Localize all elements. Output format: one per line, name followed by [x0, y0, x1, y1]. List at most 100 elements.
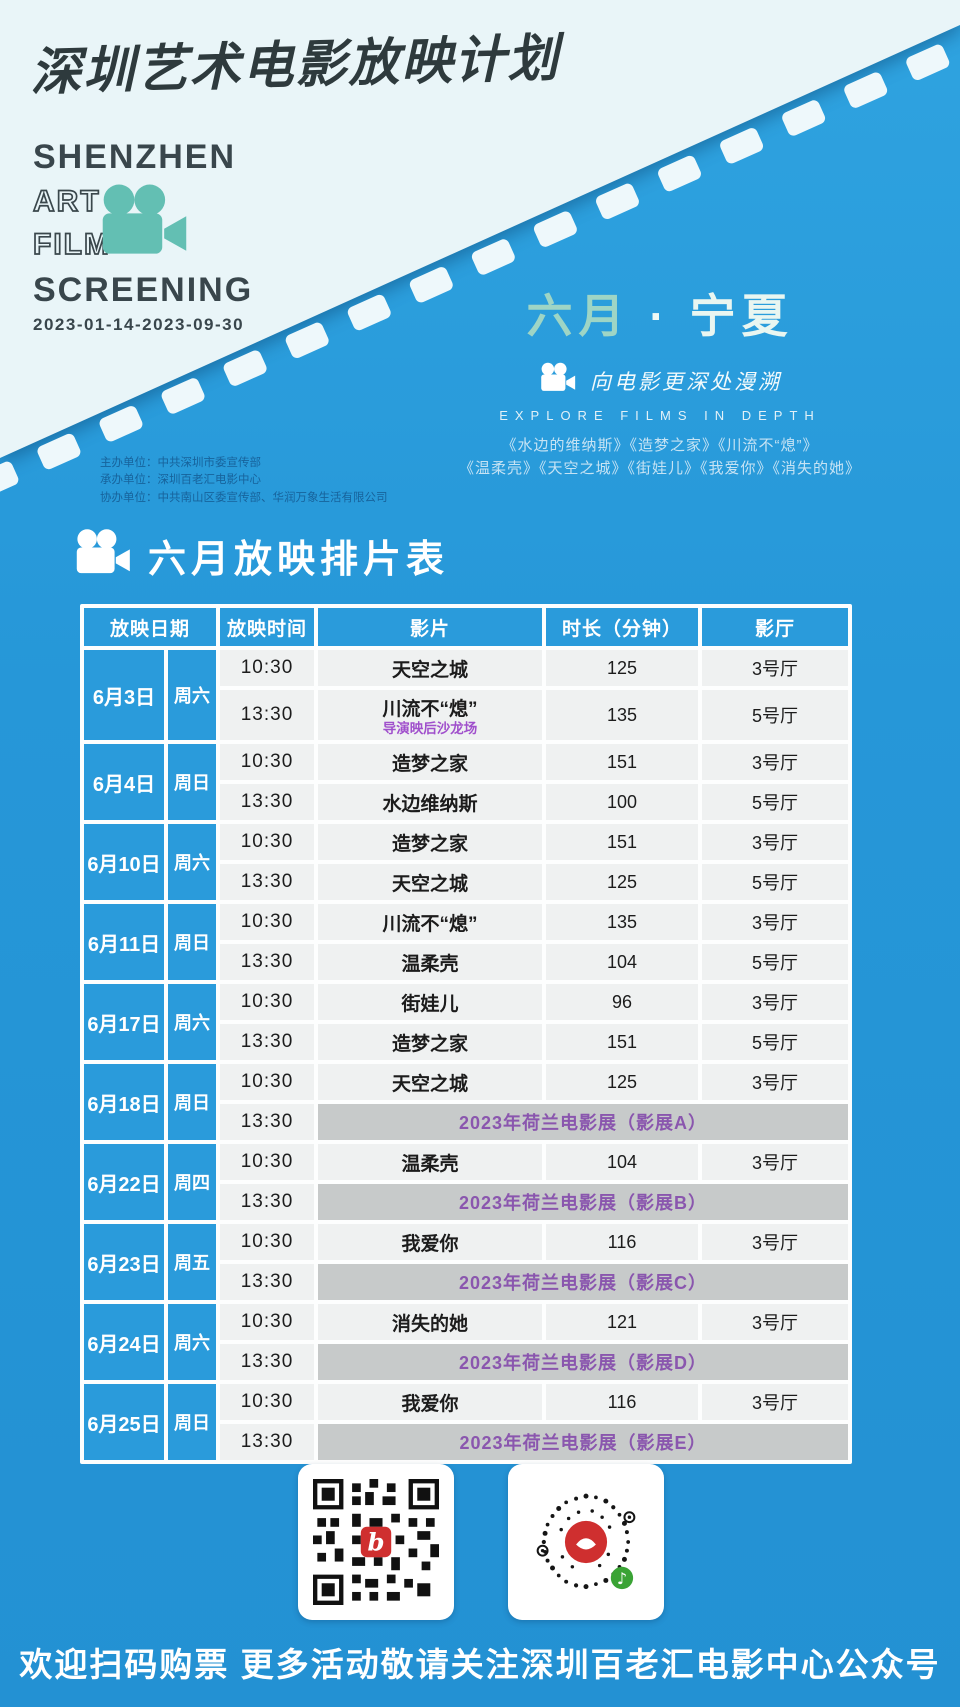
- festival-cell: 2023年荷兰电影展（影展C）: [318, 1264, 849, 1300]
- date-cell: 6月11日: [84, 904, 164, 980]
- table-row: 6月25日 周日 10:30 我爱你 116 3号厅: [84, 1384, 849, 1460]
- en-line-art: ART: [32, 185, 101, 218]
- film-cell: 川流不“熄” 导演映后沙龙场: [318, 690, 543, 740]
- weekday-cell: 周六: [168, 984, 217, 1060]
- festival-cell: 2023年荷兰电影展（影展A）: [318, 1104, 849, 1140]
- film-cell: 消失的她: [318, 1304, 543, 1340]
- hall-cell: 3号厅: [702, 744, 849, 780]
- theme-month: 六月: [526, 290, 631, 342]
- table-row: 6月22日 周四 10:30 温柔壳 104 3号厅: [84, 1144, 849, 1220]
- slogan-cn: 向电影更深处漫溯: [590, 369, 782, 394]
- svg-text:b: b: [367, 1527, 384, 1556]
- film-list-line1: 《水边的维纳斯》《造梦之家》《川流不“熄”》: [501, 437, 819, 454]
- duration-cell: 135: [546, 904, 699, 940]
- film-cell: 天空之城: [318, 864, 543, 900]
- hall-cell: 3号厅: [702, 1224, 849, 1260]
- time-cell: 10:30: [220, 824, 315, 860]
- date-cell: 6月4日: [84, 744, 164, 820]
- table-row: 6月24日 周六 10:30 消失的她 121 3号厅: [84, 1304, 849, 1380]
- weekday-cell: 周六: [168, 1304, 217, 1380]
- time-cell: 13:30: [220, 690, 315, 740]
- en-line-shenzhen: SHENZHEN: [33, 138, 237, 176]
- organizer-host: 主办单位：中共深圳市委宣传部: [100, 457, 261, 469]
- duration-cell: 135: [546, 690, 699, 740]
- time-cell: 13:30: [220, 944, 315, 980]
- weekday-cell: 周日: [168, 744, 217, 820]
- organizer-coorganizer: 协办单位：中共南山区委宣传部、华润万象生活有限公司: [100, 491, 388, 504]
- date-cell: 6月10日: [84, 824, 164, 900]
- table-row: 6月23日 周五 10:30 我爱你 116 3号厅: [84, 1224, 849, 1300]
- hall-cell: 3号厅: [702, 1064, 849, 1100]
- film-cell: 造梦之家: [318, 744, 543, 780]
- organizer-info: 主办单位：中共深圳市委宣传部 承办单位：深圳百老汇电影中心 协办单位：中共南山区…: [100, 455, 388, 507]
- table-row: 13:30 2023年荷兰电影展（影展D）: [84, 1344, 849, 1380]
- hall-cell: 3号厅: [702, 904, 849, 940]
- ticket-qr-code: b: [298, 1464, 454, 1620]
- hall-cell: 5号厅: [702, 944, 849, 980]
- festival-cell: 2023年荷兰电影展（影展B）: [318, 1184, 849, 1220]
- col-header-time: 放映时间: [220, 608, 315, 646]
- schedule-table: 放映日期 放映时间 影片 时长（分钟） 影厅 6月3日 周六 10:30 天空之…: [80, 604, 853, 1464]
- time-cell: 13:30: [220, 1264, 315, 1300]
- col-header-duration: 时长（分钟）: [546, 608, 699, 646]
- time-cell: 13:30: [220, 1344, 315, 1380]
- weekday-cell: 周日: [168, 1064, 217, 1140]
- film-cell: 温柔壳: [318, 1144, 543, 1180]
- weekday-cell: 周日: [168, 904, 217, 980]
- svg-text:♪: ♪: [617, 1569, 627, 1588]
- poster-title-cn: 深圳艺术电影放映计划: [29, 28, 561, 103]
- film-camera-icon: [72, 528, 134, 583]
- hall-cell: 3号厅: [702, 1384, 849, 1420]
- table-row: 6月10日 周六 10:30 造梦之家 151 3号厅: [84, 824, 849, 900]
- duration-cell: 151: [546, 744, 699, 780]
- screening-date-range: 2023-01-14-2023-09-30: [33, 315, 245, 334]
- weekday-cell: 周日: [168, 1384, 217, 1460]
- theme-dot: ·: [649, 290, 671, 342]
- duration-cell: 125: [546, 650, 699, 686]
- poster-title-en: SHENZHEN ART FILM SCREENING: [32, 138, 253, 307]
- table-row: 6月11日 周日 10:30 川流不“熄” 135 3号厅: [84, 904, 849, 980]
- table-row: 6月18日 周日 10:30 天空之城 125 3号厅: [84, 1064, 849, 1140]
- time-cell: 10:30: [220, 984, 315, 1020]
- duration-cell: 121: [546, 1304, 699, 1340]
- theme-title: 六月 · 宁夏: [360, 280, 960, 346]
- film-cell: 我爱你: [318, 1224, 543, 1260]
- hall-cell: 3号厅: [702, 1144, 849, 1180]
- organizer-undertaker: 承办单位：深圳百老汇电影中心: [100, 474, 261, 487]
- film-cell: 水边维纳斯: [318, 784, 543, 820]
- time-cell: 13:30: [220, 864, 315, 900]
- film-cell: 造梦之家: [318, 824, 543, 860]
- duration-cell: 116: [546, 1224, 699, 1260]
- hall-cell: 3号厅: [702, 1304, 849, 1340]
- weekday-cell: 周六: [168, 650, 217, 740]
- duration-cell: 104: [546, 1144, 699, 1180]
- salon-note: 导演映后沙龙场: [382, 720, 478, 736]
- table-row: 13:30 2023年荷兰电影展（影展B）: [84, 1184, 849, 1220]
- slogan-en: EXPLORE FILMS IN DEPTH: [499, 408, 821, 423]
- time-cell: 10:30: [220, 1064, 315, 1100]
- date-cell: 6月22日: [84, 1144, 164, 1220]
- duration-cell: 104: [546, 944, 699, 980]
- duration-cell: 151: [546, 824, 699, 860]
- date-cell: 6月3日: [84, 650, 164, 740]
- duration-cell: 125: [546, 864, 699, 900]
- film-camera-icon: [538, 362, 578, 399]
- table-row: 13:30 天空之城 125 5号厅: [84, 864, 849, 900]
- table-row: 13:30 2023年荷兰电影展（影展A）: [84, 1104, 849, 1140]
- film-cell: 造梦之家: [318, 1024, 543, 1060]
- date-cell: 6月23日: [84, 1224, 164, 1300]
- table-row: 13:30 水边维纳斯 100 5号厅: [84, 784, 849, 820]
- table-row: 13:30 造梦之家 151 5号厅: [84, 1024, 849, 1060]
- film-cell: 我爱你: [318, 1384, 543, 1420]
- film-list-line2: 《温柔壳》《天空之城》《街娃儿》《我爱你》《消失的她》: [458, 460, 861, 478]
- film-title: 川流不“熄”: [382, 698, 478, 720]
- date-cell: 6月24日: [84, 1304, 164, 1380]
- col-header-film: 影片: [318, 608, 543, 646]
- time-cell: 10:30: [220, 1384, 315, 1420]
- col-header-date: 放映日期: [84, 608, 217, 646]
- table-row: 6月3日 周六 10:30 天空之城 125 3号厅: [84, 650, 849, 740]
- miniprogram-qr-code: ♪: [508, 1464, 664, 1620]
- hall-cell: 5号厅: [702, 784, 849, 820]
- time-cell: 13:30: [220, 784, 315, 820]
- theme-place: 宁夏: [689, 290, 794, 342]
